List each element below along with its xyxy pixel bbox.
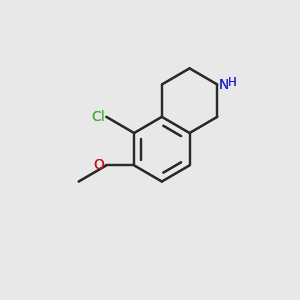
Text: H: H [228,76,236,89]
Text: O: O [94,158,104,172]
Text: Cl: Cl [91,110,104,124]
Text: N: N [219,77,230,92]
Text: Cl: Cl [91,110,104,124]
Text: N: N [219,77,230,92]
Text: O: O [94,158,104,172]
Text: H: H [228,76,236,89]
